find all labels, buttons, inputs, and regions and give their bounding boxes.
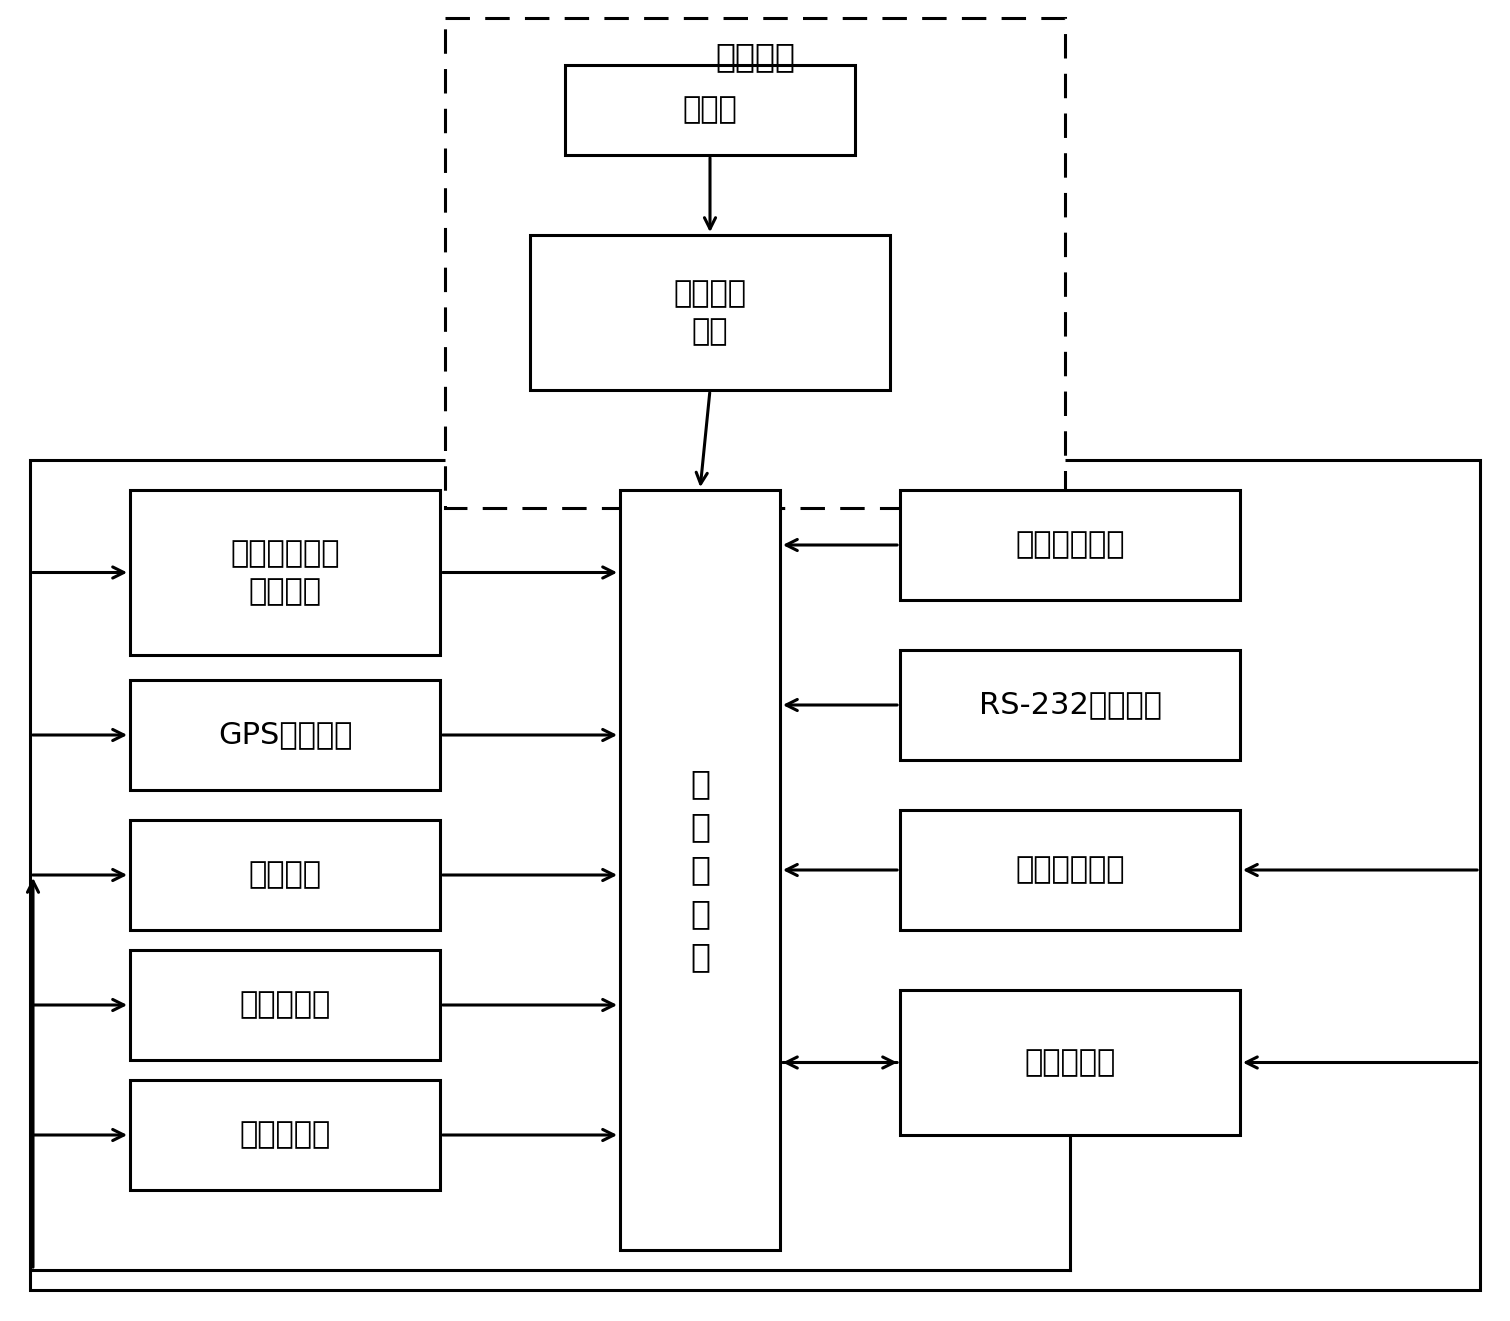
Bar [900, 490, 1240, 600]
Bar [130, 680, 439, 790]
Text: 数据存储器: 数据存储器 [1024, 1048, 1116, 1077]
Bar [900, 989, 1240, 1135]
Bar [530, 235, 889, 390]
Bar [900, 810, 1240, 930]
Text: 微型气象站: 微型气象站 [240, 991, 331, 1020]
Text: RS-232通讯接口: RS-232通讯接口 [978, 691, 1161, 720]
Text: 微型摄像机: 微型摄像机 [240, 1120, 331, 1149]
Bar [130, 490, 439, 655]
Bar [130, 950, 439, 1059]
Text: 电池组: 电池组 [683, 95, 737, 124]
Text: 二氧化碳浓度
检测模块: 二氧化碳浓度 检测模块 [230, 539, 340, 606]
Text: 液晶显示模块: 液晶显示模块 [1015, 856, 1125, 885]
Bar [30, 460, 1480, 1291]
Bar [900, 650, 1240, 760]
Text: 控制按键面板: 控制按键面板 [1015, 531, 1125, 560]
Text: 时钟模块: 时钟模块 [249, 860, 322, 889]
Text: GPS定位模块: GPS定位模块 [217, 720, 352, 749]
Bar [130, 1081, 439, 1190]
Bar [565, 65, 855, 155]
Text: 电源模块: 电源模块 [716, 40, 794, 73]
Text: 电源转换
电路: 电源转换 电路 [673, 279, 746, 346]
Bar [130, 820, 439, 930]
Text: 中
央
处
理
器: 中 央 处 理 器 [690, 766, 710, 974]
Bar [621, 490, 781, 1250]
Bar [445, 18, 1065, 509]
